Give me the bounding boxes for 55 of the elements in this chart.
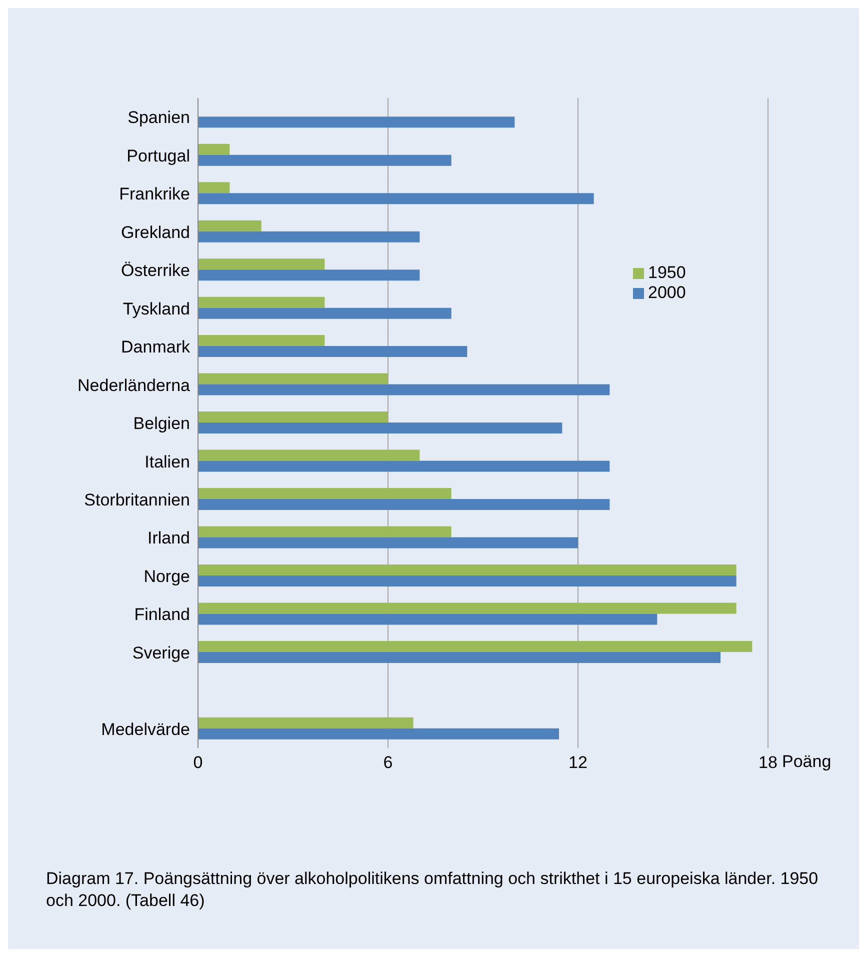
bar — [198, 728, 559, 740]
bar — [198, 460, 610, 472]
x-axis-title: Poäng — [782, 752, 832, 772]
y-tick-label: Norge — [144, 566, 190, 586]
bar — [198, 450, 420, 461]
bar — [198, 717, 414, 728]
y-tick-label: Spanien — [128, 108, 190, 128]
bar — [198, 412, 388, 423]
bar — [198, 220, 262, 232]
bar — [198, 373, 388, 384]
y-tick-label: Portugal — [126, 146, 190, 166]
y-tick-label: Tyskland — [122, 299, 190, 318]
bar — [198, 384, 610, 396]
bar — [198, 258, 325, 270]
x-tick-label: 0 — [193, 753, 203, 772]
bar — [198, 231, 420, 242]
bar — [198, 602, 736, 614]
bar — [198, 116, 515, 128]
y-tick-label: Finland — [134, 605, 190, 624]
bar — [198, 488, 452, 499]
x-tick-label: 6 — [383, 753, 393, 772]
y-tick-label: Italien — [144, 452, 190, 472]
bar — [198, 652, 720, 663]
bar — [198, 193, 594, 204]
y-tick-label: Grekland — [121, 222, 190, 242]
legend-label: 1950 — [648, 263, 686, 282]
bar — [198, 537, 578, 548]
y-tick-label: Storbritannien — [84, 490, 190, 510]
y-tick-label: Nederländerna — [78, 376, 191, 395]
bar — [198, 614, 658, 625]
bar — [198, 144, 230, 155]
bar — [198, 335, 325, 346]
x-tick-label: 18 — [758, 753, 778, 772]
text: Diagram 17. Poängsättning över alkoholpolitikens omfattning och strikthet i 15 europeiska länder. 1950 och 2000. (Tabell 46) — [46, 868, 820, 912]
bar — [198, 564, 736, 576]
y-tick-label: Irland — [147, 528, 190, 548]
bar — [198, 182, 230, 194]
bar — [198, 575, 736, 586]
y-tick-label: Medelvärde — [101, 720, 190, 739]
bar — [198, 270, 420, 281]
y-tick-label: Frankrike — [119, 184, 190, 204]
y-tick-label: Österrike — [121, 261, 190, 280]
y-tick-label: Sverige — [132, 643, 190, 662]
bar — [198, 296, 325, 308]
y-tick-label: Danmark — [121, 338, 190, 357]
y-tick-label: Belgien — [133, 414, 190, 434]
bar — [198, 526, 452, 538]
bar — [198, 154, 452, 166]
bar — [198, 346, 468, 358]
x-tick-label: 12 — [568, 753, 588, 772]
bar — [198, 308, 452, 319]
bar — [198, 640, 752, 652]
bar — [198, 422, 562, 434]
bar — [198, 499, 610, 510]
legend-label: 2000 — [648, 283, 686, 302]
